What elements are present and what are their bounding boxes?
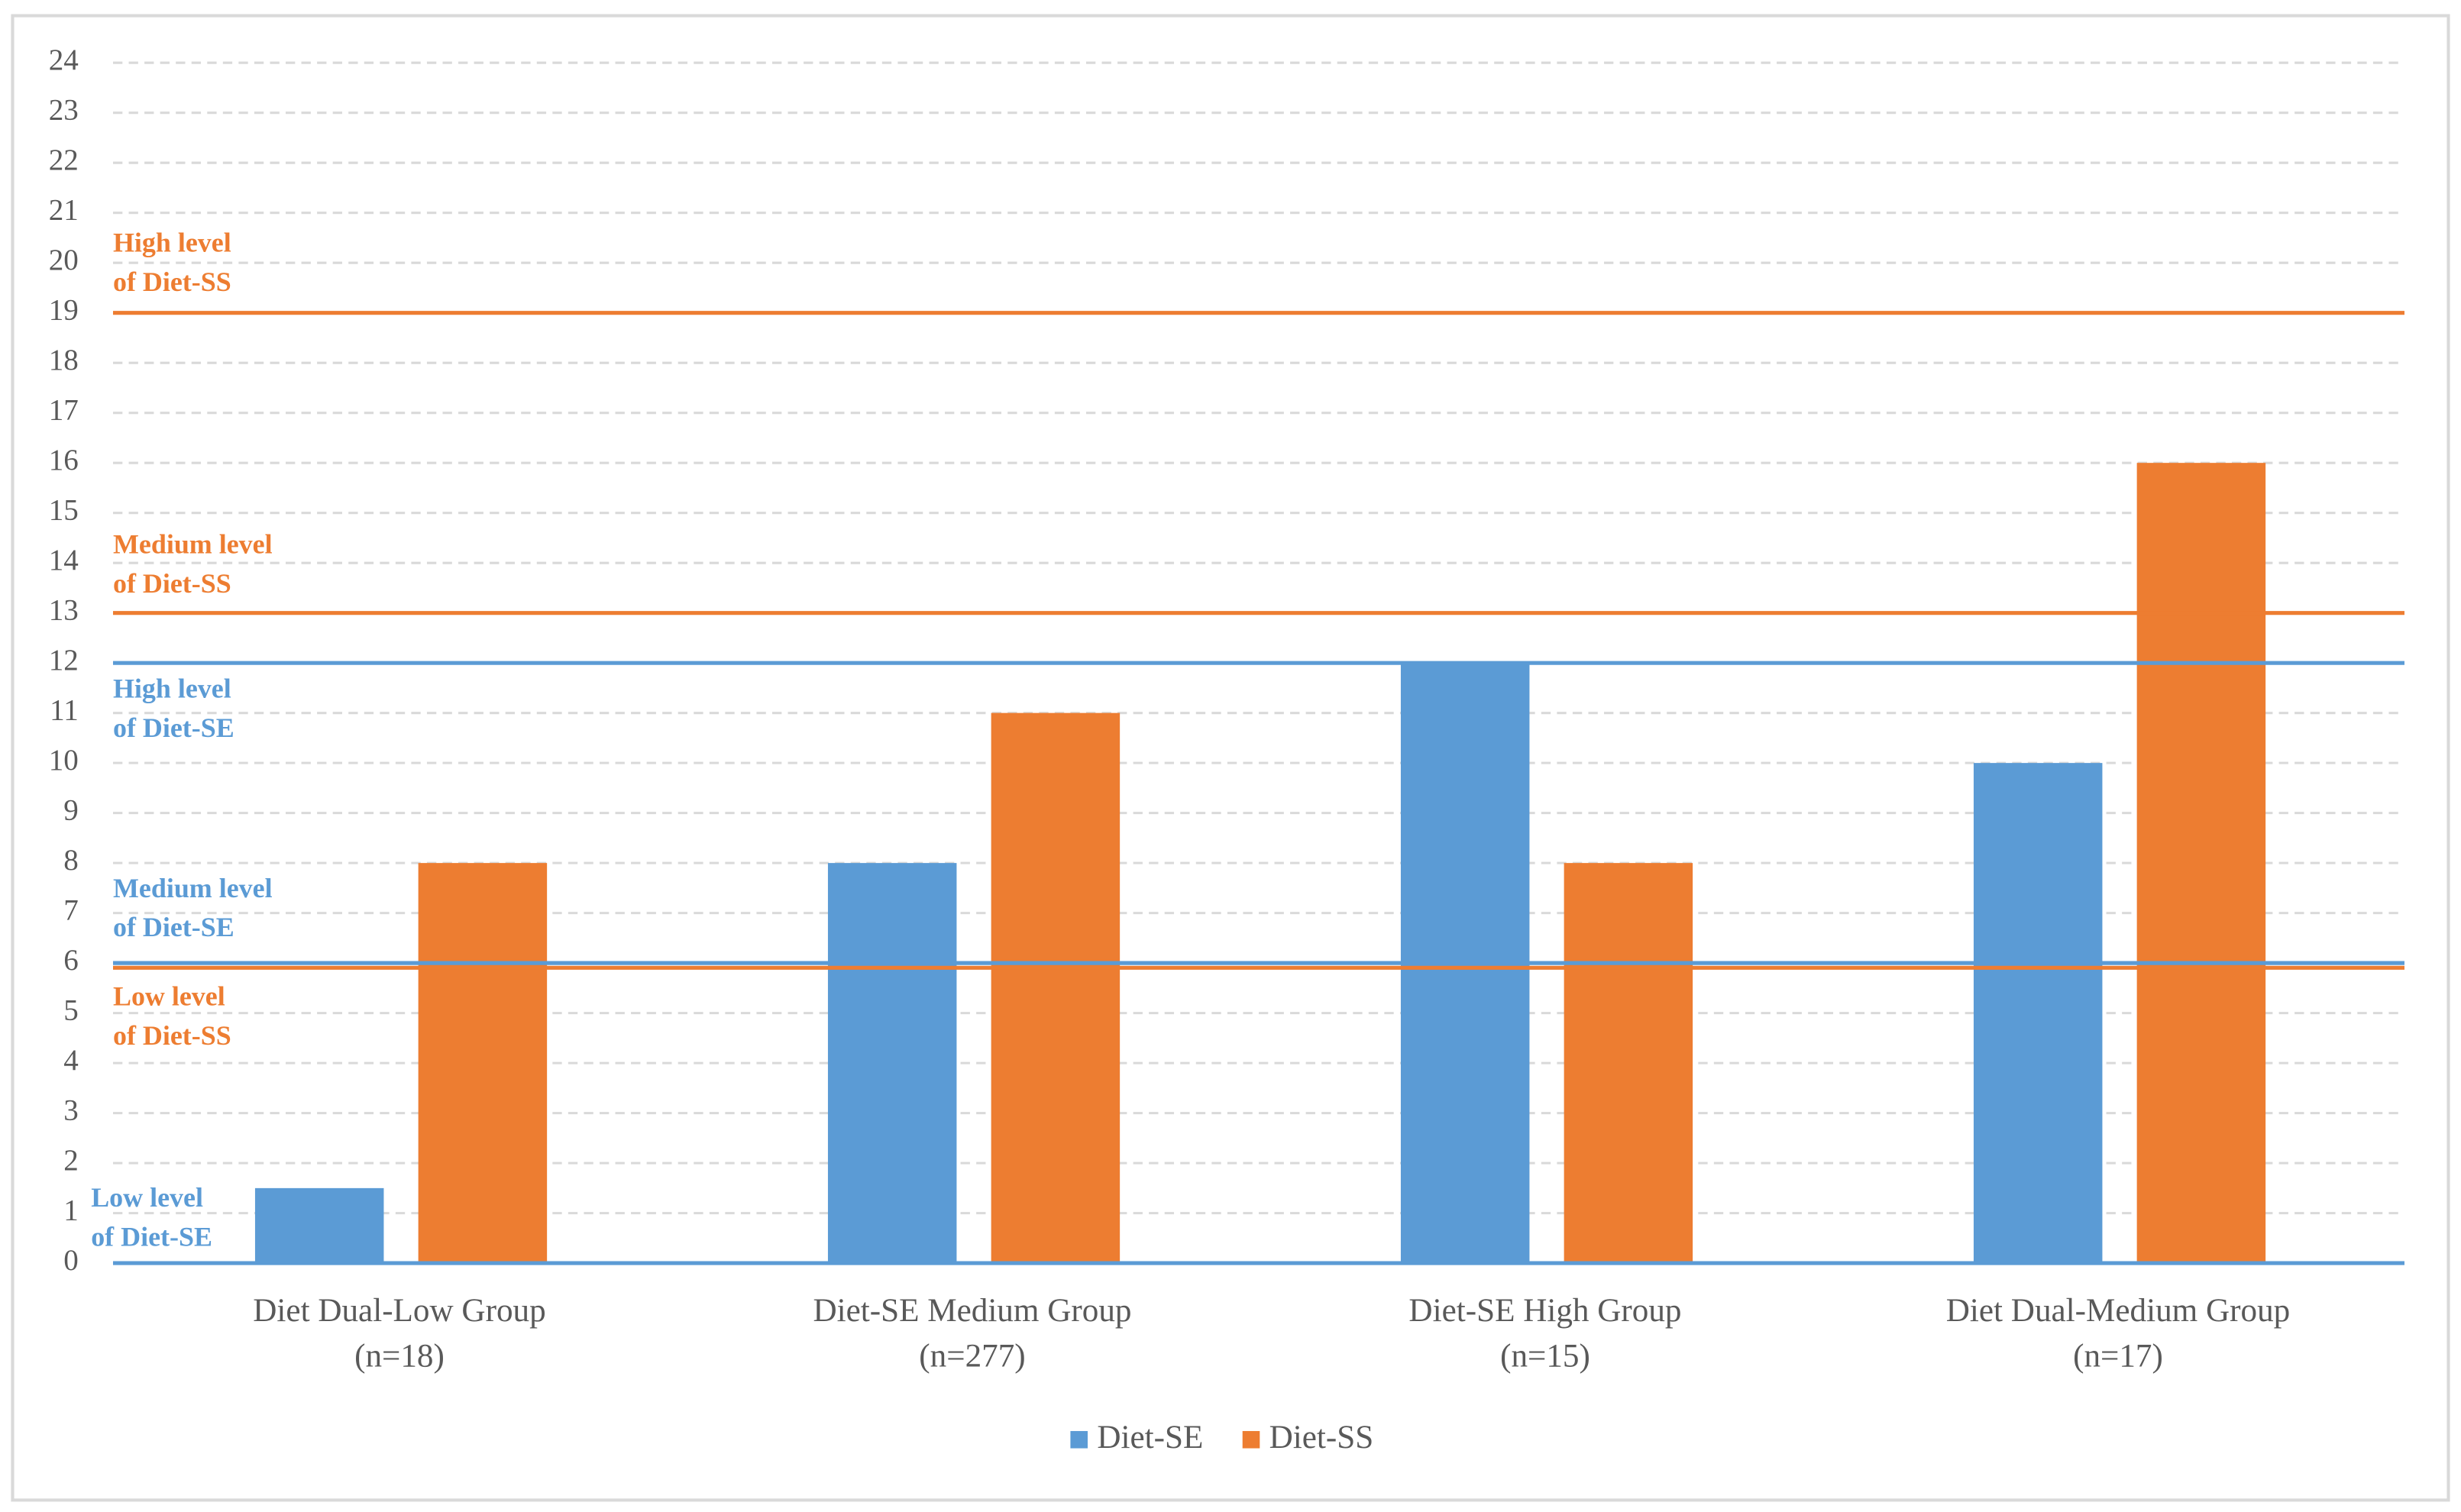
reference-label: of Diet-SE [113, 712, 234, 743]
bar [1564, 863, 1693, 1264]
x-tick-label: (n=15) [1500, 1338, 1590, 1374]
y-tick-label: 11 [50, 694, 79, 727]
x-tick-label: (n=18) [354, 1338, 445, 1374]
y-tick-label: 5 [63, 994, 79, 1027]
reference-label: of Diet-SE [113, 912, 234, 942]
y-tick-label: 17 [49, 394, 79, 427]
reference-label: Low level [113, 981, 225, 1012]
x-tick-label: Diet Dual-Low Group [253, 1293, 545, 1329]
reference-label: of Diet-SE [91, 1222, 212, 1252]
y-tick-label: 6 [63, 944, 79, 977]
reference-label: Medium level [113, 873, 273, 903]
x-tick-label: Diet-SE Medium Group [813, 1293, 1131, 1329]
y-tick-label: 24 [49, 44, 79, 76]
y-tick-label: 2 [63, 1144, 79, 1177]
x-tick-label: (n=17) [2073, 1338, 2163, 1374]
y-tick-label: 4 [63, 1044, 79, 1077]
reference-label: Medium level [113, 529, 273, 560]
legend-swatch [1070, 1430, 1088, 1449]
x-tick-label: Diet Dual-Medium Group [1946, 1293, 2290, 1329]
legend-swatch [1242, 1430, 1260, 1449]
x-tick-label: (n=277) [919, 1338, 1025, 1374]
y-tick-label: 21 [49, 194, 79, 227]
y-tick-label: 19 [49, 294, 79, 327]
legend-label: Diet-SE [1097, 1420, 1203, 1455]
y-tick-label: 20 [49, 244, 79, 276]
reference-label: of Diet-SS [113, 267, 231, 297]
y-tick-label: 10 [49, 744, 79, 777]
y-tick-label: 1 [63, 1194, 79, 1227]
x-tick-label: Diet-SE High Group [1408, 1293, 1681, 1329]
chart-frame [11, 14, 2450, 1502]
bar [827, 863, 957, 1264]
reference-label: High level [113, 228, 231, 258]
y-tick-label: 23 [49, 94, 79, 127]
y-tick-label: 18 [49, 344, 79, 376]
y-tick-label: 7 [63, 894, 79, 927]
reference-label: of Diet-SS [113, 568, 231, 599]
y-tick-label: 3 [63, 1094, 79, 1127]
y-tick-label: 13 [49, 594, 79, 627]
y-tick-label: 15 [49, 494, 79, 527]
bar [2136, 463, 2266, 1264]
y-tick-label: 22 [49, 144, 79, 176]
y-tick-label: 16 [49, 444, 79, 477]
bar [254, 1187, 384, 1264]
bar [418, 863, 548, 1264]
reference-label: of Diet-SS [113, 1020, 231, 1051]
bar [991, 712, 1121, 1264]
y-tick-label: 12 [49, 644, 79, 677]
y-tick-label: 9 [63, 794, 79, 827]
bar [1973, 763, 2103, 1264]
y-tick-label: 8 [63, 844, 79, 877]
y-tick-label: 0 [63, 1244, 79, 1277]
reference-label: Low level [91, 1182, 203, 1213]
reference-label: High level [113, 673, 231, 703]
y-tick-label: 14 [49, 544, 79, 577]
legend-label: Diet-SS [1269, 1420, 1374, 1455]
